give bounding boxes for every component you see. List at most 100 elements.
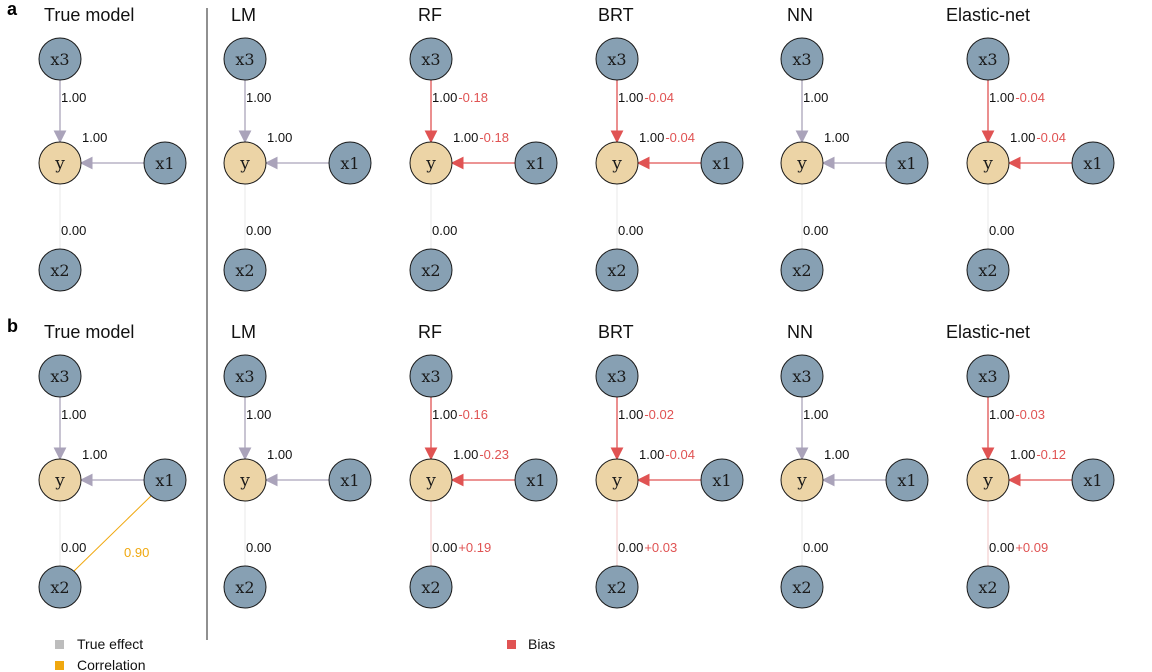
node-x1: [143, 458, 187, 502]
node-label-x3: x3: [978, 367, 997, 386]
coef-x2: 0.00: [989, 223, 1014, 238]
model-diagram-lm: LM 1.00 1.00 0.00 x3 y x1 x2: [223, 322, 372, 609]
model-title: True model: [44, 322, 134, 342]
node-x1: [885, 458, 929, 502]
node-label-x3: x3: [978, 50, 997, 69]
coef-x1: 1.00: [267, 447, 292, 462]
node-x1: [1071, 141, 1115, 185]
coef-x3: 1.00-0.04: [989, 90, 1045, 105]
coef-x3: 1.00: [246, 407, 271, 422]
bias-x2: +0.03: [644, 540, 677, 555]
node-label-y: y: [982, 154, 993, 174]
node-y: [409, 458, 453, 502]
model-title: BRT: [598, 5, 634, 25]
node-label-y: y: [425, 154, 436, 174]
coef-x1: 1.00-0.04: [639, 130, 695, 145]
node-x2: [409, 248, 453, 292]
node-label-x1: x1: [340, 471, 359, 490]
coef-x1: 1.00-0.04: [639, 447, 695, 462]
node-label-y: y: [796, 471, 807, 491]
panel-label-b: b: [7, 316, 18, 336]
model-title: LM: [231, 322, 256, 342]
node-label-y: y: [982, 471, 993, 491]
bias-x1: -0.18: [479, 130, 509, 145]
node-label-x3: x3: [50, 50, 69, 69]
bias-x1: -0.04: [665, 130, 695, 145]
node-y: [223, 141, 267, 185]
node-x2: [966, 565, 1010, 609]
node-label-x1: x1: [897, 154, 916, 173]
coef-x1: 1.00-0.04: [1010, 130, 1066, 145]
node-x1: [700, 141, 744, 185]
node-x2: [223, 565, 267, 609]
node-label-x3: x3: [792, 367, 811, 386]
node-x2: [223, 248, 267, 292]
node-label-y: y: [239, 471, 250, 491]
node-label-x1: x1: [340, 154, 359, 173]
node-label-y: y: [425, 471, 436, 491]
node-x1: [143, 141, 187, 185]
node-label-x1: x1: [1083, 154, 1102, 173]
model-title: NN: [787, 5, 813, 25]
node-x1: [328, 141, 372, 185]
coef-x2: 0.00: [432, 223, 457, 238]
node-x2: [38, 565, 82, 609]
model-diagram-rf: RF 1.00-0.18 1.00-0.18 0.00 x3 y x1 x2: [409, 5, 558, 292]
node-y: [223, 458, 267, 502]
node-label-x1: x1: [1083, 471, 1102, 490]
bias-x3: -0.02: [644, 407, 674, 422]
coef-x3: 1.00: [803, 90, 828, 105]
node-x1: [514, 141, 558, 185]
node-y: [780, 458, 824, 502]
node-x1: [1071, 458, 1115, 502]
node-label-x2: x2: [978, 578, 997, 597]
node-x3: [780, 354, 824, 398]
node-label-x1: x1: [155, 154, 174, 173]
node-x1: [328, 458, 372, 502]
coef-x1: 1.00: [824, 130, 849, 145]
model-title: BRT: [598, 322, 634, 342]
node-y: [38, 141, 82, 185]
legend-correlation-label: Correlation: [77, 657, 145, 672]
node-label-x3: x3: [235, 50, 254, 69]
coef-x1: 1.00: [267, 130, 292, 145]
node-label-x3: x3: [792, 50, 811, 69]
node-x3: [595, 354, 639, 398]
coef-x3: 1.00: [803, 407, 828, 422]
node-label-x1: x1: [712, 154, 731, 173]
node-x3: [966, 354, 1010, 398]
coef-x1: 1.00: [824, 447, 849, 462]
bias-x1: -0.12: [1036, 447, 1066, 462]
node-label-x2: x2: [607, 261, 626, 280]
legend-bias-label: Bias: [528, 636, 555, 652]
node-x2: [409, 565, 453, 609]
bias-x3: -0.16: [458, 407, 488, 422]
node-y: [595, 458, 639, 502]
bias-x3: -0.04: [1015, 90, 1045, 105]
node-label-x2: x2: [607, 578, 626, 597]
coef-x2: 0.00: [803, 223, 828, 238]
node-label-x3: x3: [50, 367, 69, 386]
coef-x3: 1.00: [61, 90, 86, 105]
node-label-y: y: [239, 154, 250, 174]
model-title: Elastic-net: [946, 322, 1030, 342]
node-label-x2: x2: [50, 261, 69, 280]
model-title: NN: [787, 322, 813, 342]
node-label-x2: x2: [421, 578, 440, 597]
legend-bias-swatch: [507, 640, 516, 649]
model-diagram-elastic-net: Elastic-net 1.00-0.04 1.00-0.04 0.00 x3 y x1 x2: [946, 5, 1115, 292]
model-title: RF: [418, 5, 442, 25]
coef-x3: 1.00-0.18: [432, 90, 488, 105]
bias-x1: -0.23: [479, 447, 509, 462]
coef-x2: 0.00: [61, 223, 86, 238]
node-label-x1: x1: [155, 471, 174, 490]
node-x3: [409, 37, 453, 81]
node-label-x3: x3: [607, 50, 626, 69]
node-x3: [780, 37, 824, 81]
node-x1: [885, 141, 929, 185]
node-label-x2: x2: [50, 578, 69, 597]
node-y: [966, 458, 1010, 502]
node-y: [409, 141, 453, 185]
legend-true-effect-swatch: [55, 640, 64, 649]
